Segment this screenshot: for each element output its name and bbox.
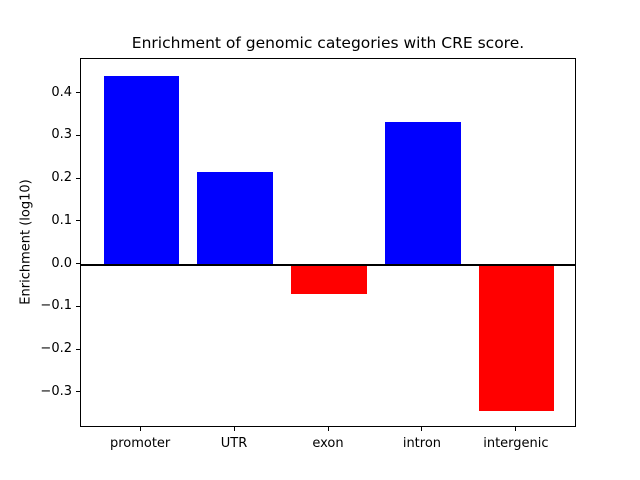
zero-line bbox=[81, 263, 575, 266]
x-tick-label-intergenic: intergenic bbox=[483, 436, 549, 451]
y-tick-label: −0.1 bbox=[40, 298, 72, 314]
y-tick-label: 0.1 bbox=[51, 212, 72, 228]
y-tick-mark bbox=[76, 305, 80, 307]
y-tick-mark bbox=[76, 220, 80, 222]
plot-area bbox=[80, 58, 576, 427]
y-tick-mark bbox=[76, 348, 80, 350]
x-tick-label-exon: exon bbox=[312, 436, 344, 451]
bar-exon bbox=[291, 264, 367, 295]
bar-UTR bbox=[197, 171, 273, 265]
bar-intron bbox=[385, 121, 461, 265]
y-tick-label: 0.0 bbox=[51, 255, 72, 271]
y-tick-mark bbox=[76, 391, 80, 393]
bar-promoter bbox=[103, 75, 179, 265]
y-tick-label: 0.3 bbox=[51, 127, 72, 143]
bar-intergenic bbox=[479, 264, 555, 412]
y-tick-label: 0.4 bbox=[51, 84, 72, 100]
y-tick-label: −0.3 bbox=[40, 383, 72, 399]
y-tick-mark bbox=[76, 177, 80, 179]
x-tick-label-intron: intron bbox=[402, 436, 442, 451]
y-axis-label: Enrichment (log10) bbox=[18, 179, 34, 305]
x-tick-mark bbox=[139, 427, 141, 431]
chart-title: Enrichment of genomic categories with CR… bbox=[131, 34, 525, 52]
y-tick-mark bbox=[76, 92, 80, 94]
x-tick-mark bbox=[233, 427, 235, 431]
x-tick-mark bbox=[327, 427, 329, 431]
y-tick-label: −0.2 bbox=[40, 341, 72, 357]
y-tick-label: 0.2 bbox=[51, 170, 72, 186]
x-tick-label-promoter: promoter bbox=[109, 436, 171, 451]
x-tick-label-UTR: UTR bbox=[220, 436, 248, 451]
x-tick-mark bbox=[515, 427, 517, 431]
y-tick-mark bbox=[76, 134, 80, 136]
x-tick-mark bbox=[421, 427, 423, 431]
y-tick-mark bbox=[76, 263, 80, 265]
